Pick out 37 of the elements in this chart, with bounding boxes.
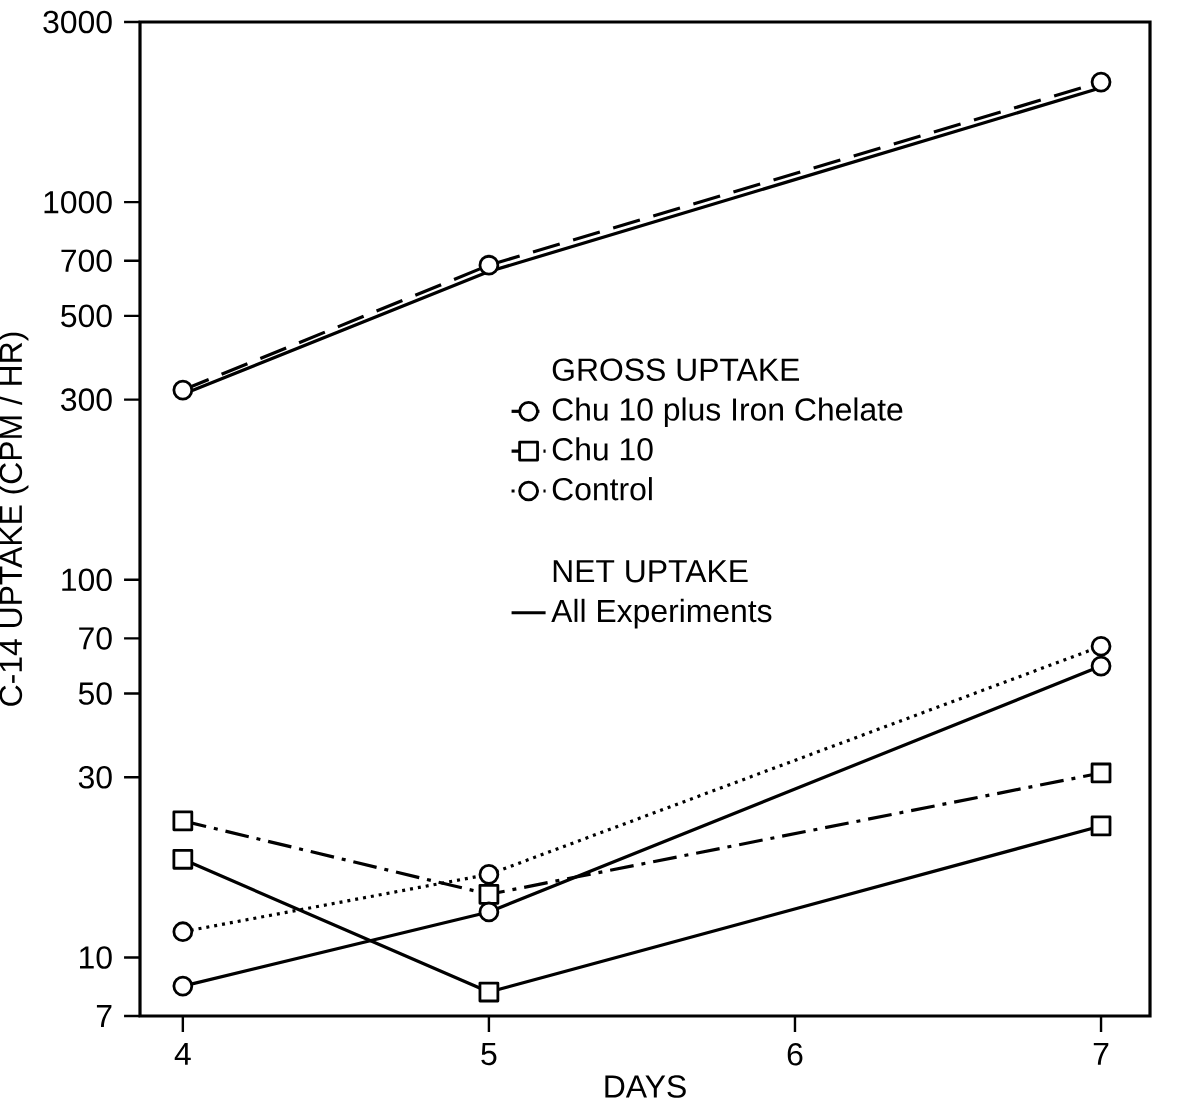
annotation: NET UPTAKE — [553, 560, 748, 583]
y-tick-label: 50 — [78, 682, 112, 705]
point — [478, 981, 500, 1003]
point — [172, 975, 194, 997]
point — [1090, 71, 1112, 93]
legend-label: Control — [552, 477, 652, 501]
y-tick-label: 300 — [61, 388, 112, 411]
point — [1090, 815, 1112, 837]
point — [478, 883, 500, 905]
y-tick-label: 700 — [61, 249, 112, 272]
y-tick-label: 10 — [80, 946, 112, 969]
point — [1090, 762, 1112, 784]
point — [172, 848, 194, 870]
legend-label: Chu 10 — [552, 437, 653, 461]
point — [478, 254, 500, 276]
point — [172, 379, 194, 401]
y-tick-label: 30 — [78, 766, 112, 789]
x-tick-label: 6 — [787, 1042, 803, 1066]
point — [478, 901, 500, 923]
legend-title: GROSS UPTAKE — [552, 358, 800, 381]
point — [172, 921, 194, 943]
y-tick-label: 1000 — [44, 190, 112, 214]
y-tick-label: 70 — [79, 627, 112, 650]
point — [172, 810, 194, 832]
legend-label: All Experiments — [551, 598, 772, 629]
legend-label: Chu 10 plus Iron Chelate — [552, 397, 903, 428]
y-tick-label: 500 — [61, 304, 112, 328]
point — [1090, 635, 1112, 657]
x-tick-label: 7 — [1093, 1042, 1109, 1065]
x-tick-label: 5 — [481, 1042, 497, 1066]
x-axis-title: DAYS — [605, 1075, 686, 1098]
y-tick-label: 7 — [96, 1005, 112, 1027]
x-tick-label: 4 — [174, 1042, 191, 1065]
point — [1090, 655, 1112, 677]
y-tick-label: 100 — [62, 568, 112, 592]
y-tick-label: 3000 — [43, 10, 112, 34]
point — [478, 864, 500, 885]
